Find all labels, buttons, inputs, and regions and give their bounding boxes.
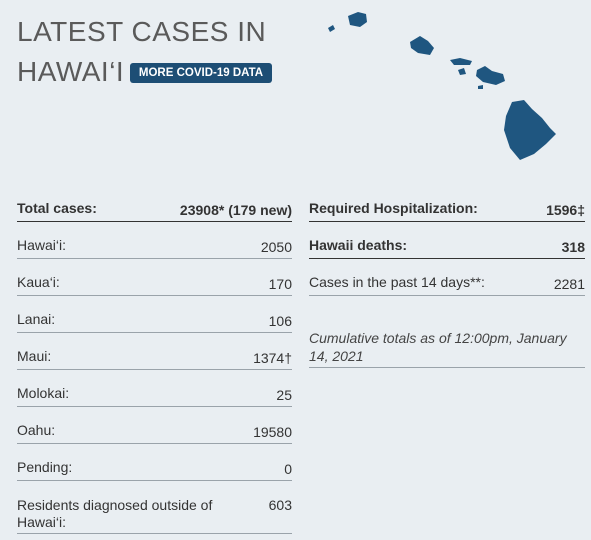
row-value: 170 <box>268 276 292 292</box>
row-label: Lanai: <box>17 311 56 327</box>
row-value: 25 <box>276 387 292 403</box>
table-row: Cases in the past 14 days**: 2281 <box>309 274 585 296</box>
table-row: Residents diagnosed outside of Hawai‘i: 6… <box>17 497 292 534</box>
table-row: Hawai‘i: 2050 <box>17 237 292 259</box>
row-label: Molokai: <box>17 385 70 401</box>
row-label: Maui: <box>17 348 52 364</box>
table-row: Hawaii deaths: 318 <box>309 237 585 259</box>
row-label: Pending: <box>17 459 73 475</box>
table-row: Maui: 1374† <box>17 348 292 370</box>
row-value: 2050 <box>260 239 292 255</box>
table-row: Pending: 0 <box>17 459 292 481</box>
title: HAWAI‘I <box>17 56 125 87</box>
row-label: Oahu: <box>17 422 56 438</box>
row-value: 106 <box>268 313 292 329</box>
row-value: 603 <box>268 497 292 513</box>
row-value: 0 <box>284 461 292 477</box>
table-row: Required Hospitalization: 1596‡ <box>309 200 585 222</box>
row-label: Kaua‘i: <box>17 274 60 290</box>
table-row: Molokai: 25 <box>17 385 292 407</box>
row-label: Cases in the past 14 days**: <box>309 274 485 290</box>
table-row: Kaua‘i: 170 <box>17 274 292 296</box>
table-row: Total cases: 23908* (179 new) <box>17 200 292 222</box>
row-value: 2281 <box>553 276 585 292</box>
more-data-button[interactable]: MORE COVID-19 DATA <box>130 63 272 83</box>
row-label: Hawaii deaths: <box>309 237 408 253</box>
row-value: 1374† <box>253 350 292 366</box>
row-value: 1596‡ <box>546 202 585 218</box>
islands-map <box>328 12 556 160</box>
row-value: 23908* (179 new) <box>179 202 292 218</box>
table-row: Oahu: 19580 <box>17 422 292 444</box>
title: LATEST CASES IN <box>17 16 267 47</box>
row-value: 19580 <box>253 424 292 440</box>
table-row: Lanai: 106 <box>17 311 292 333</box>
row-label: Residents diagnosed outside of Hawai‘i: <box>17 497 213 530</box>
note: Cumulative totals as of 12:00pm, January… <box>309 329 585 368</box>
row-value: 318 <box>561 239 585 255</box>
row-label: Total cases: <box>17 200 97 216</box>
row-label: Required Hospitalization: <box>309 200 478 216</box>
row-label: Hawai‘i: <box>17 237 67 253</box>
